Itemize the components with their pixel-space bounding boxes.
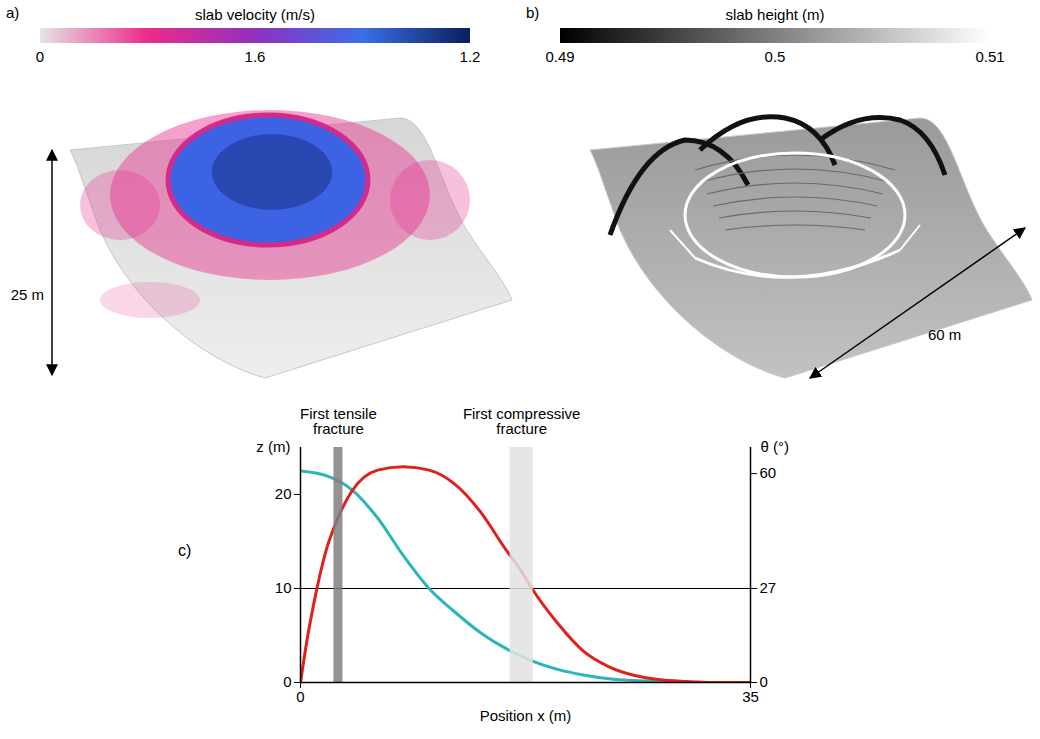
- svg-text:slab velocity (m/s): slab velocity (m/s): [195, 6, 315, 23]
- svg-text:a): a): [6, 4, 19, 21]
- svg-text:60: 60: [760, 464, 777, 481]
- svg-text:60 m: 60 m: [928, 326, 961, 343]
- svg-text:0.49: 0.49: [545, 48, 574, 65]
- svg-text:Position x (m): Position x (m): [480, 707, 572, 724]
- svg-text:First compressivefracture: First compressivefracture: [463, 405, 581, 437]
- svg-text:20: 20: [275, 485, 292, 502]
- svg-text:slab height (m): slab height (m): [725, 6, 824, 23]
- svg-text:1.2: 1.2: [460, 48, 481, 65]
- svg-text:35: 35: [742, 688, 759, 705]
- html-text:c): c): [178, 542, 192, 559]
- svg-text:0: 0: [36, 48, 44, 65]
- svg-text:First tensilefracture: First tensilefracture: [300, 405, 377, 437]
- svg-text:1.6: 1.6: [245, 48, 266, 65]
- svg-text:0: 0: [283, 673, 291, 690]
- svg-text:b): b): [526, 4, 539, 21]
- svg-text:0: 0: [296, 688, 304, 705]
- svg-text:0: 0: [760, 673, 768, 690]
- svg-text:0.51: 0.51: [975, 48, 1004, 65]
- svg-text:θ (°): θ (°): [761, 438, 790, 455]
- svg-text:25 m: 25 m: [11, 286, 44, 303]
- svg-text:27: 27: [760, 579, 777, 596]
- svg-text:z (m): z (m): [256, 438, 290, 455]
- svg-text:0.5: 0.5: [765, 48, 786, 65]
- svg-text:10: 10: [275, 579, 292, 596]
